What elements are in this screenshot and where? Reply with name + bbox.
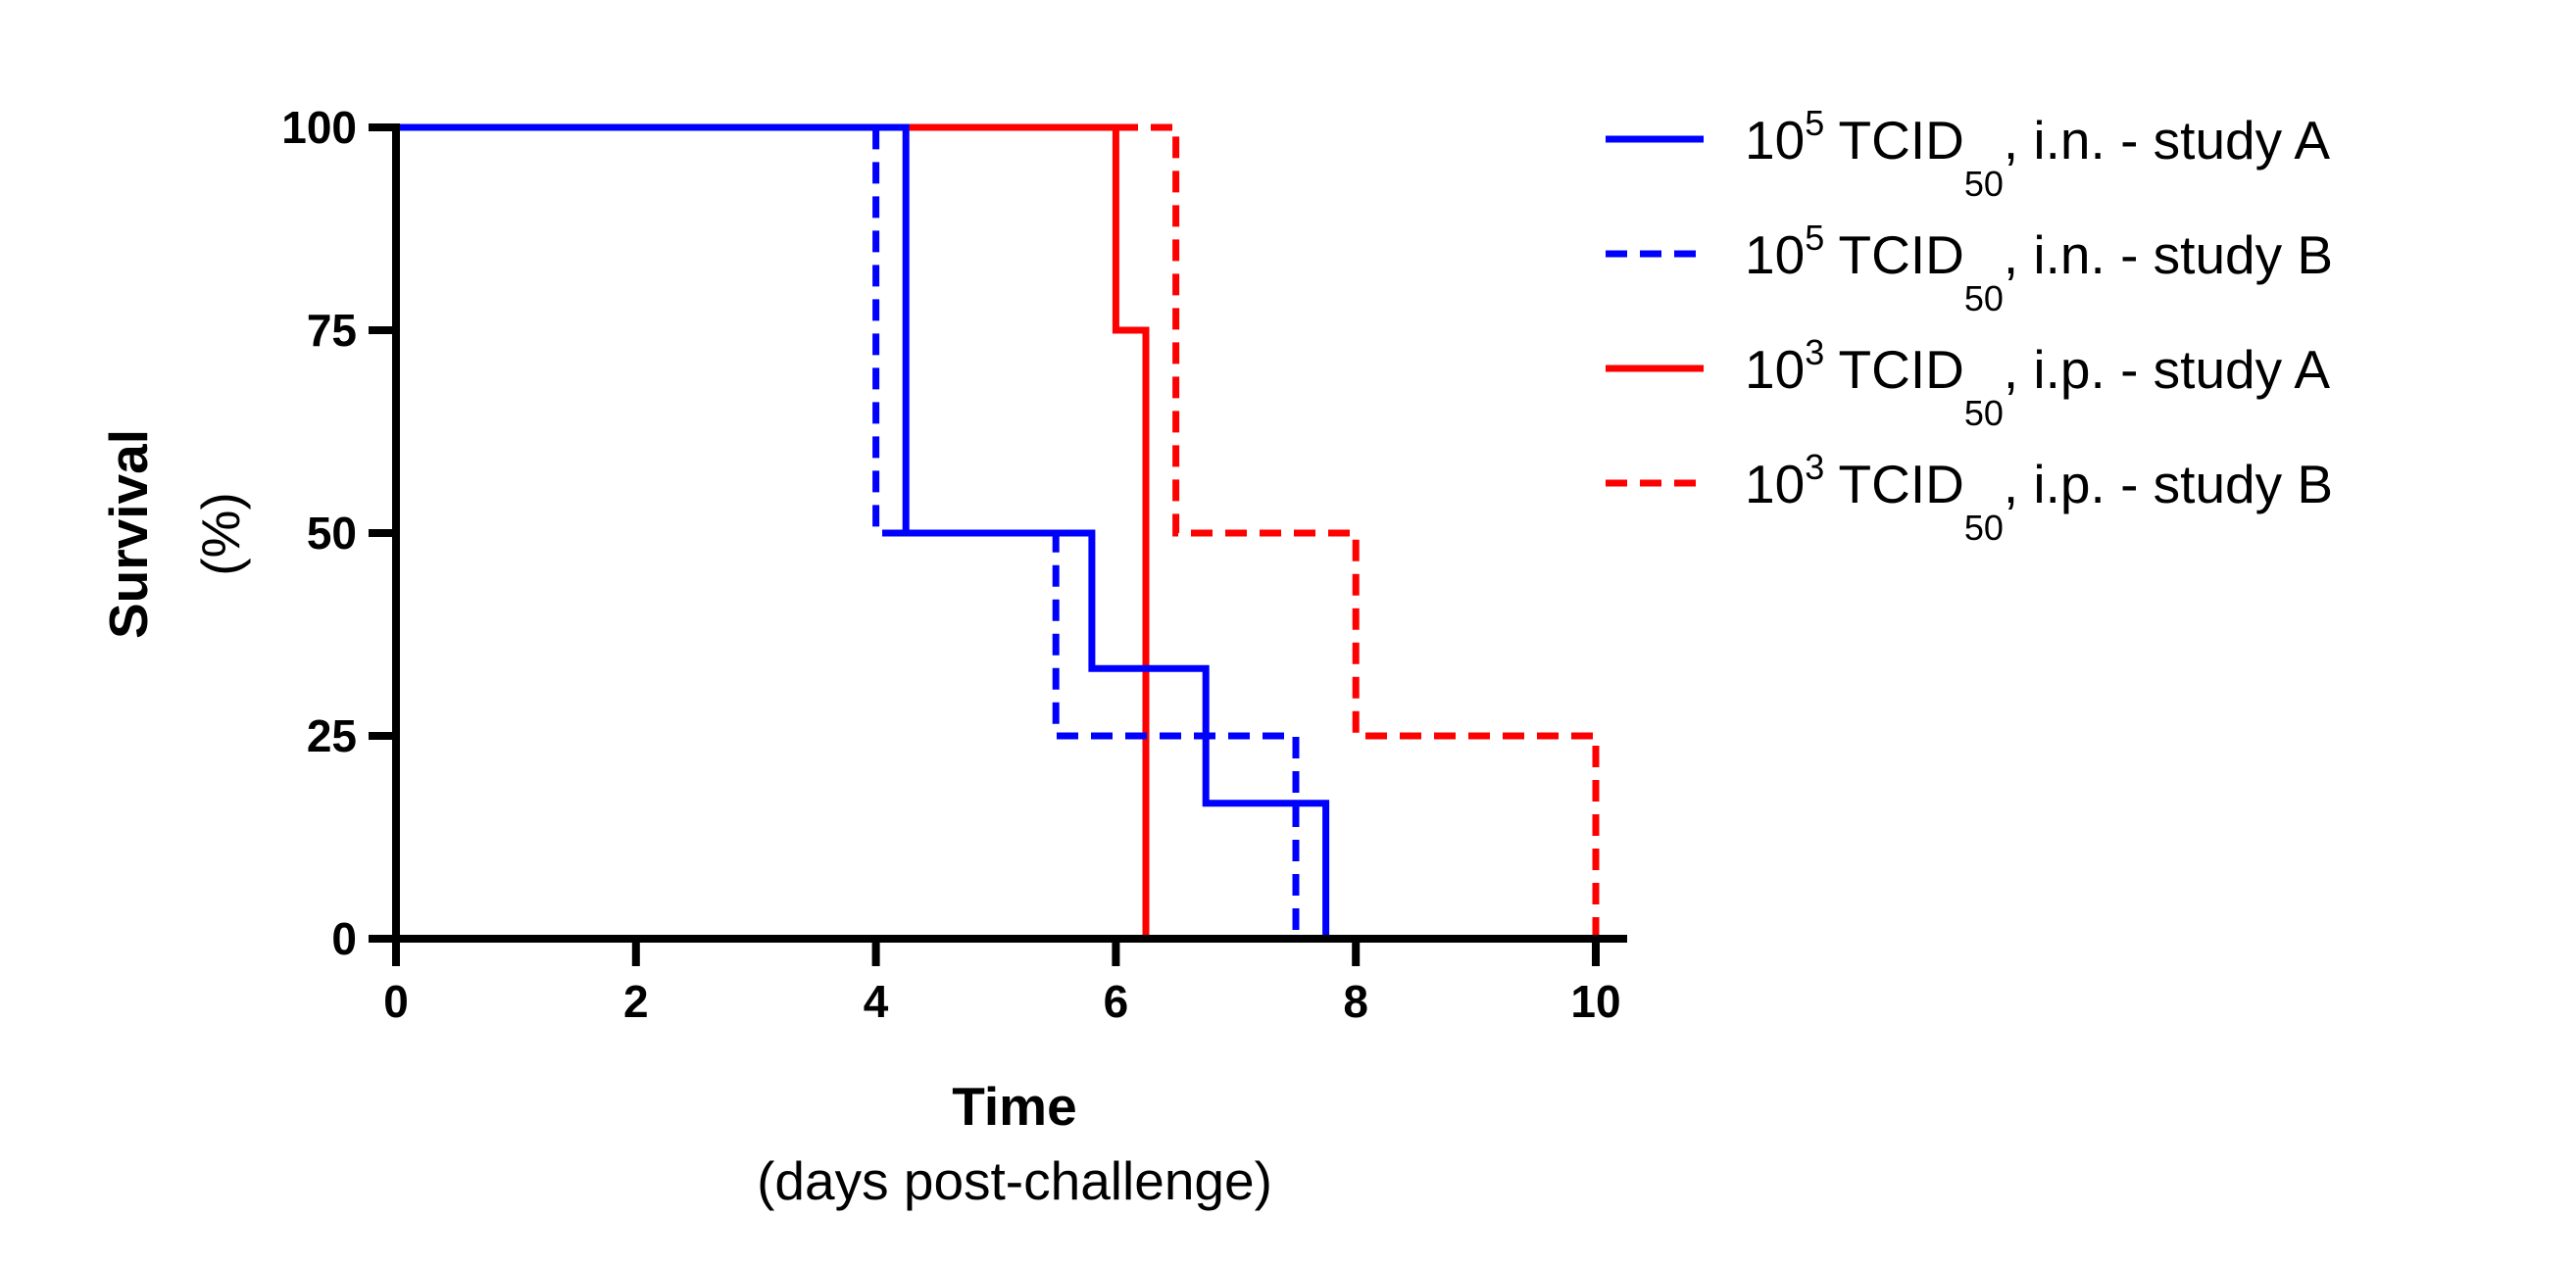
x-tick-label: 10 — [1570, 976, 1620, 1027]
legend-label-part: 5 — [1805, 103, 1824, 143]
x-tick-label: 2 — [623, 976, 649, 1027]
y-tick-label: 75 — [307, 305, 357, 356]
legend-label-part: 10 — [1745, 224, 1805, 285]
x-axis-title: Time — [952, 1076, 1076, 1137]
legend-label-part: 50 — [1964, 393, 2004, 433]
legend-label-part: 3 — [1805, 332, 1824, 372]
x-axis-subtitle: (days post-challenge) — [757, 1150, 1272, 1211]
y-tick-label: 0 — [331, 913, 357, 964]
legend-label-part: TCID — [1824, 454, 1964, 514]
legend-label-part: , i.p. - study B — [2004, 454, 2333, 514]
y-axis-subtitle: (%) — [190, 492, 251, 576]
x-tick-label: 6 — [1104, 976, 1129, 1027]
y-axis-title: Survival — [98, 429, 159, 639]
x-tick-label: 0 — [383, 976, 409, 1027]
series-line-1 — [396, 123, 1330, 939]
y-tick-label: 25 — [307, 710, 357, 761]
legend-label-part: , i.n. - study B — [2004, 224, 2333, 285]
legend-label-part: 10 — [1745, 110, 1805, 170]
y-tick-label: 100 — [281, 102, 357, 153]
legend-label-part: , i.n. - study A — [2004, 110, 2331, 170]
legend-label-part: TCID — [1824, 224, 1964, 285]
y-axis-title-group: Survival (%) — [98, 429, 251, 639]
series-layer — [396, 123, 1600, 939]
legend-label-part: 5 — [1805, 218, 1824, 258]
legend-label-part: TCID — [1824, 339, 1964, 400]
legend-label-part: 50 — [1964, 164, 2004, 204]
x-tick-label: 8 — [1343, 976, 1368, 1027]
legend-label-part: 50 — [1964, 508, 2004, 548]
ticks-layer: 0 25 50 75 100 0 2 4 6 8 10 — [281, 102, 1620, 1027]
legend-label-part: , i.p. - study A — [2004, 339, 2331, 400]
legend-label-3: 103 TCID50, i.p. - study A — [1745, 332, 2330, 433]
y-tick-label: 50 — [307, 508, 357, 559]
legend-label-1: 105 TCID50, i.n. - study A — [1745, 103, 2330, 204]
legend-label-part: 3 — [1805, 447, 1824, 487]
series-line-2 — [396, 123, 1300, 939]
x-tick-label: 4 — [864, 976, 889, 1027]
legend-label-4: 103 TCID50, i.p. - study B — [1745, 447, 2333, 548]
legend-label-part: TCID — [1824, 110, 1964, 170]
legend-label-part: 50 — [1964, 278, 2004, 318]
legend-label-part: 10 — [1745, 454, 1805, 514]
legend-label-part: 10 — [1745, 339, 1805, 400]
legend-label-2: 105 TCID50, i.n. - study B — [1745, 218, 2333, 318]
